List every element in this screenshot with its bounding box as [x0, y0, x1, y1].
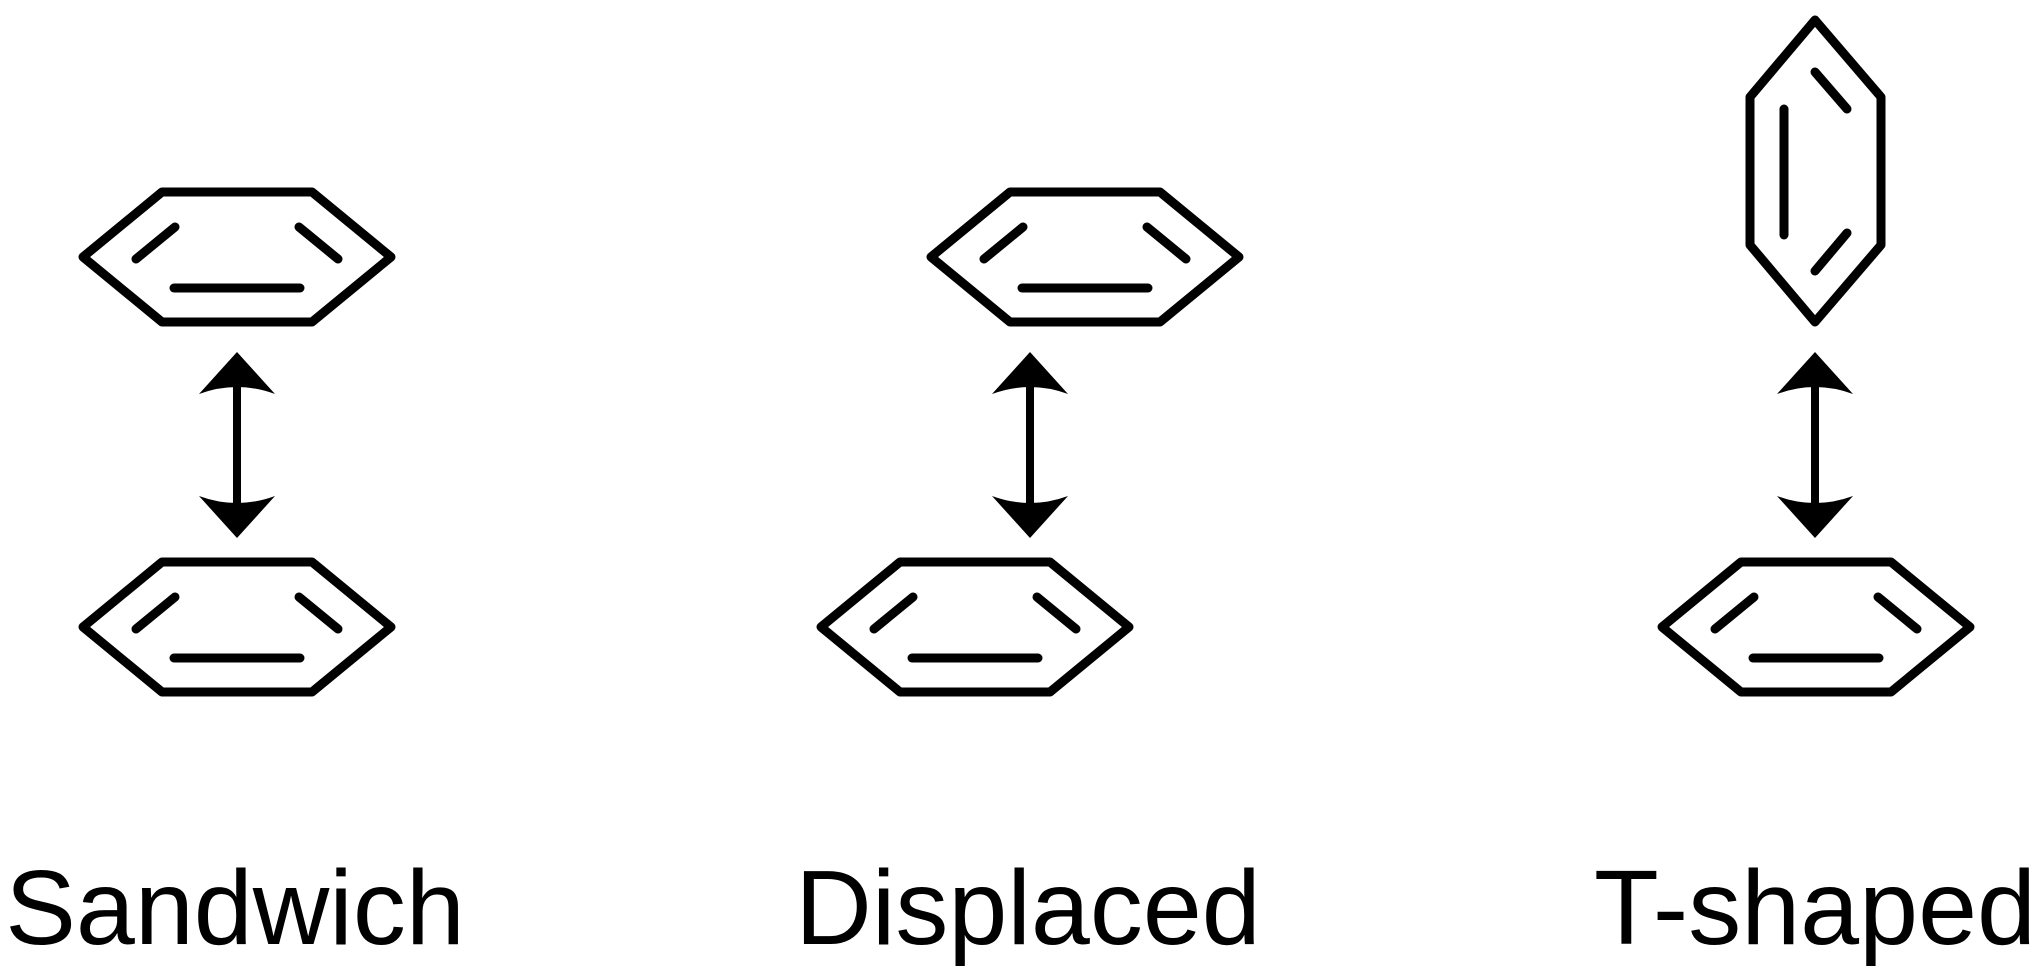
benzene-ring-bottom: [83, 562, 391, 692]
benzene-ring-top: [83, 192, 391, 322]
benzene-ring-top-vertical: [1750, 20, 1881, 322]
label-t-shaped: T-shaped: [1594, 855, 2036, 961]
label-displaced: Displaced: [795, 855, 1260, 961]
benzene-ring-top: [931, 192, 1239, 322]
label-sandwich: Sandwich: [5, 855, 465, 961]
benzene-ring-bottom: [1662, 562, 1970, 692]
double-headed-arrow: [992, 352, 1068, 538]
panel-t-shaped: [1662, 20, 1970, 692]
panel-displaced: [821, 192, 1239, 692]
double-headed-arrow: [199, 352, 275, 538]
double-headed-arrow: [1777, 352, 1853, 538]
panel-sandwich: [83, 192, 391, 692]
benzene-ring-bottom: [821, 562, 1129, 692]
